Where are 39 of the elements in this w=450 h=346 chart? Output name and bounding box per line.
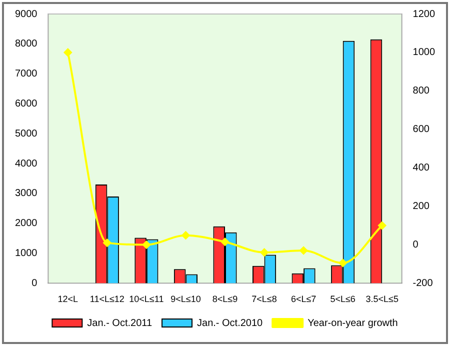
x-tick-label: 3.5<L≤5 [366,294,398,304]
point [142,240,150,249]
y-tick-label: 3000 [14,188,38,200]
legend-label: Jan.- Oct.2010 [197,318,264,329]
legend-label: Jan.- Oct.2011 [87,318,152,329]
point [378,222,386,230]
x-tick-label: 9<L≤10 [170,294,201,304]
y-tick-label: 2000 [14,218,38,230]
point [300,246,308,255]
point [182,231,190,240]
point [260,248,268,256]
y-tick-label: 6000 [14,98,38,110]
x-tick-label: 10<L≤11 [129,294,164,304]
point [103,238,112,247]
y-tick-label: 7000 [14,68,38,80]
x-tick-label: 6<L≤7 [290,294,316,304]
x-tick-label: 5<L≤6 [330,294,356,304]
y-tick-label: 4000 [14,158,38,170]
x-tick-label: 7<L≤8 [252,294,277,304]
point [338,259,347,268]
y2-tick-label: 600 [412,124,430,136]
y-tick-label: 5000 [14,128,38,140]
x-tick-label: 8<L≤9 [212,294,238,304]
legend-label: Year-on-year growth [308,318,398,329]
x-tick-label: 11<L≤12 [90,294,124,304]
point [64,48,72,56]
y2-tick-label: 1000 [412,47,436,58]
y2-tick-label: -200 [412,278,434,289]
x-tick-label: 12<L [58,294,78,304]
y2-tick-label: 400 [412,162,430,174]
y-tick-label: 8000 [14,38,38,50]
y-tick-label: 0 [32,278,38,289]
y2-tick-label: 1200 [412,8,436,20]
y2-tick-label: 0 [412,239,419,250]
point [221,238,229,246]
y2-tick-label: 200 [412,201,430,212]
y2-tick-label: 800 [412,86,430,97]
y-tick-label: 1000 [14,248,38,260]
y-tick-label: 9000 [14,8,38,20]
